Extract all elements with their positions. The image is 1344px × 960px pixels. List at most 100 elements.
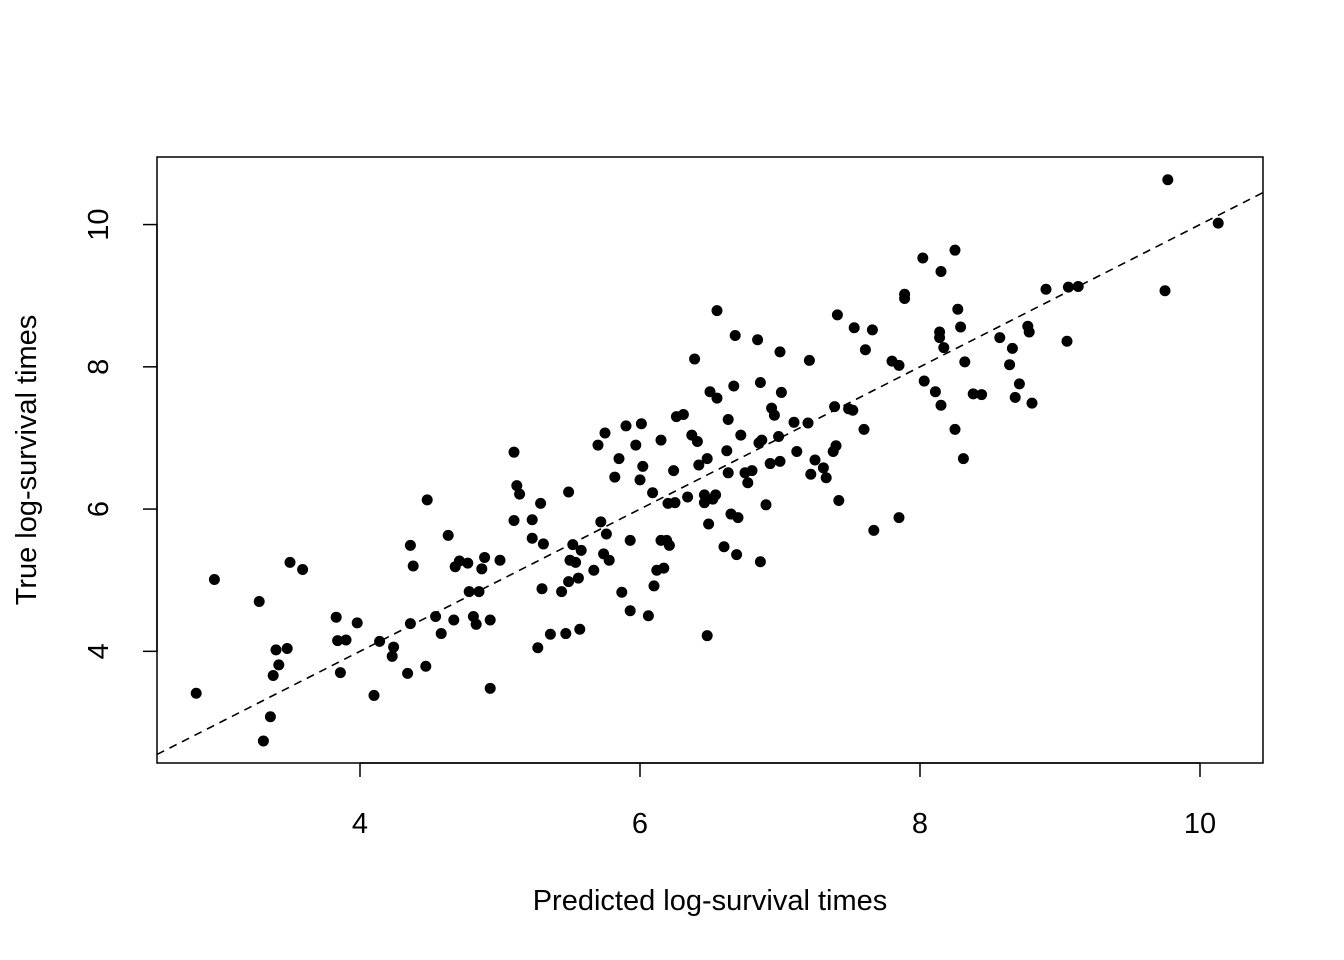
data-point [1009,391,1021,403]
data-point [710,489,722,501]
data-point [658,562,670,574]
data-point [537,538,549,550]
data-point [703,518,715,530]
data-point [833,495,845,507]
data-point [938,342,950,354]
data-point [1061,335,1073,347]
data-point [934,326,946,338]
data-point [731,549,743,561]
data-point [340,634,352,646]
data-point [556,586,568,598]
data-point [448,614,460,626]
data-point [955,321,967,333]
data-point [574,623,586,635]
data-point [754,556,766,568]
data-point [829,401,841,413]
data-point [756,434,768,446]
data-point [820,472,832,484]
data-point [669,497,681,509]
data-point [967,388,979,400]
data-point [1162,174,1174,186]
data-points [190,174,1224,747]
data-point [893,512,905,524]
data-point [735,429,747,441]
data-point [917,252,929,264]
data-point [704,386,716,398]
x-tick-label: 10 [1184,808,1216,840]
data-point [663,539,675,551]
data-point [253,596,265,608]
data-point [270,644,282,656]
data-point [484,614,496,626]
data-point [698,489,710,501]
data-point [284,556,296,568]
y-tick-label: 8 [83,359,115,375]
data-point [868,524,880,536]
data-point [620,420,632,432]
data-point [637,460,649,472]
data-point [742,477,754,489]
data-point [847,404,859,416]
data-point [374,635,386,647]
data-point [791,445,803,457]
data-point [526,532,538,544]
data-point [935,399,947,411]
data-point [273,659,285,671]
data-point [600,528,612,540]
data-point [592,439,604,451]
x-axis: 4 6 8 10 [352,762,1216,840]
data-point [1072,280,1084,292]
data-point [494,554,506,566]
data-point [572,572,584,584]
y-tick-label: 6 [83,501,115,517]
data-point [893,359,905,371]
data-point [511,480,523,492]
data-point [959,356,971,368]
data-point [718,541,730,553]
data-point [470,618,482,630]
data-point [634,474,646,486]
data-point [1013,378,1025,390]
data-point [682,491,694,503]
data-point [635,418,647,430]
x-tick-label: 6 [632,808,648,840]
data-point [616,586,628,598]
data-point [264,711,276,723]
data-point [994,332,1006,344]
data-point [722,467,734,479]
data-point [330,611,342,623]
data-point [866,324,878,336]
data-point [788,416,800,428]
data-point [1040,283,1052,295]
reference-line [156,191,1264,756]
data-point [1062,281,1074,293]
data-point [609,471,621,483]
data-point [544,628,556,640]
data-point [476,563,488,575]
data-point [404,618,416,630]
data-point [722,413,734,425]
data-point [435,628,447,640]
data-point [830,440,842,452]
data-point [775,386,787,398]
data-point [297,564,309,576]
data-point [655,434,667,446]
data-point [334,667,346,679]
y-tick-label: 10 [83,208,115,240]
data-point [768,409,780,421]
data-point [463,586,475,598]
data-point [1006,342,1018,354]
data-point [668,465,680,477]
data-point [508,514,520,526]
data-point [624,534,636,546]
data-point [484,682,496,694]
data-point [957,453,969,465]
data-point [267,670,279,682]
data-point [453,555,465,567]
data-point [388,641,400,653]
x-tick-label: 4 [352,808,368,840]
data-point [831,309,843,321]
data-point [732,512,744,524]
data-point [774,455,786,467]
